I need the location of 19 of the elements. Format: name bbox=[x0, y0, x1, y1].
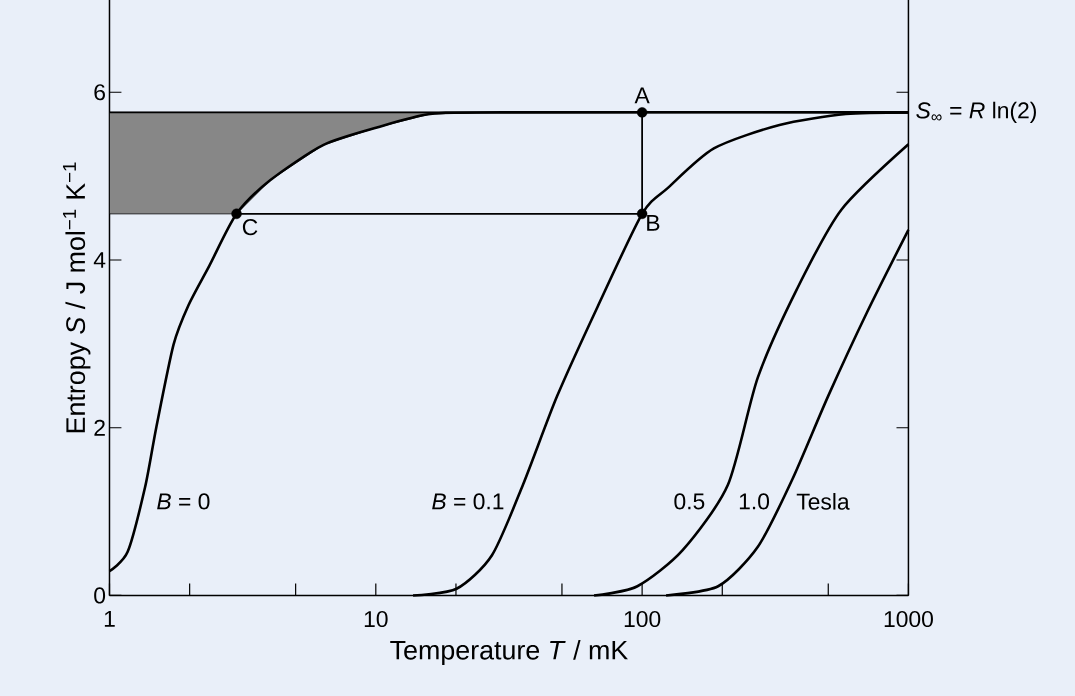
x-tick-label: 100 bbox=[624, 610, 661, 628]
y-tick-label: 6 bbox=[94, 84, 105, 101]
y-axis-title: Entropy S / J mol$^{−1}$ K$^{−1}$ bbox=[62, 162, 91, 433]
y-tick-label: 0 bbox=[94, 587, 106, 604]
x-axis-title: Temperature T / mK bbox=[390, 639, 628, 665]
annotation: S$_{∞}$ = R ln(2) bbox=[916, 101, 1036, 123]
annotation: B bbox=[647, 214, 660, 231]
annotation: Tesla bbox=[796, 492, 850, 510]
x-tick-label: 1 bbox=[104, 610, 115, 627]
series-label: 0.5 bbox=[674, 493, 705, 510]
x-tick-label: 10 bbox=[364, 610, 388, 628]
y-tick-label: 4 bbox=[93, 252, 106, 268]
series-label: B = 0 bbox=[157, 493, 210, 510]
series-label: 1.0 bbox=[739, 493, 770, 510]
x-tick-label: 1000 bbox=[884, 610, 933, 628]
y-tick-label: 2 bbox=[94, 419, 105, 436]
annotation: C bbox=[242, 218, 258, 236]
series-label: B = 0.1 bbox=[432, 493, 504, 510]
annotation: A bbox=[634, 87, 650, 104]
